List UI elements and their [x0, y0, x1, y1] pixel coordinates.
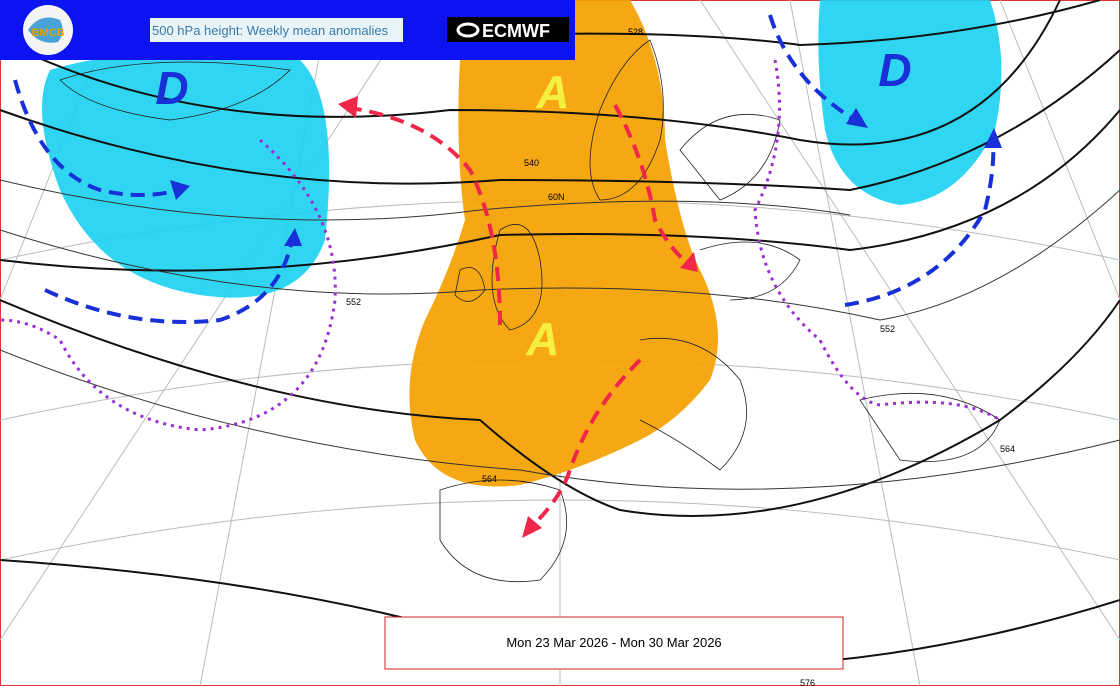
anomaly-label: A — [525, 313, 559, 365]
thin-contour — [0, 179, 1120, 490]
flow-arrow — [13, 14, 996, 530]
contour-label: 552 — [346, 297, 361, 307]
anomaly-label: D — [878, 44, 911, 96]
contour-label: 540 — [524, 158, 539, 168]
anomaly-label: A — [535, 66, 569, 118]
logo-text: BMCB — [32, 27, 65, 39]
logo-shape — [28, 17, 63, 43]
height-contour — [0, 0, 1120, 668]
contour-label: 564 — [1000, 444, 1015, 454]
trough-axis — [0, 59, 1001, 432]
brand-icon — [456, 22, 480, 38]
date-box — [384, 616, 844, 670]
brand-box — [447, 17, 569, 42]
latitude-label: 60N — [548, 192, 565, 202]
title: 500 hPa height: Weekly mean anomalies — [152, 23, 389, 38]
contour-label: 552 — [880, 324, 895, 334]
contour-label: 576 — [800, 678, 815, 686]
title-box — [150, 18, 403, 42]
date-range: Mon 23 Mar 2026 - Mon 30 Mar 2026 — [506, 635, 721, 650]
high-anomaly — [409, 0, 718, 487]
anomaly-label: D — [155, 62, 188, 114]
contour-label: 564 — [482, 474, 497, 484]
brand: ECMWF — [482, 21, 550, 41]
arrow-head — [170, 96, 1002, 538]
low-anomaly — [818, 0, 1002, 205]
contour-label: 528 — [628, 27, 643, 37]
